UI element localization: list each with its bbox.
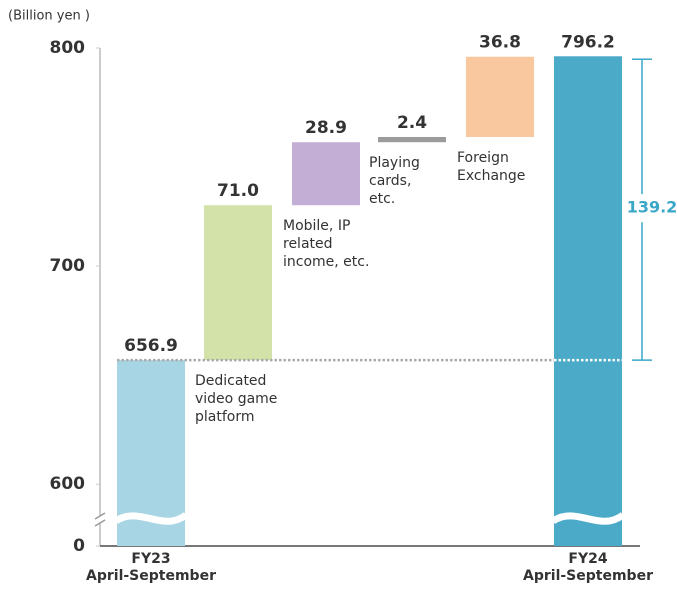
bar	[554, 56, 622, 546]
value-label: 28.9	[305, 118, 347, 138]
bar	[204, 205, 272, 361]
axis-break-mark	[94, 519, 106, 527]
value-label: 796.2	[561, 32, 615, 52]
value-label: 36.8	[479, 33, 521, 53]
y-tick-label: 600	[50, 474, 86, 494]
category-label: Dedicated video game platform	[195, 373, 278, 426]
category-label: Foreign Exchange	[457, 149, 526, 184]
difference-label-bg	[622, 194, 662, 223]
category-label: FY23 April-September	[86, 551, 216, 584]
axis-break-gap	[94, 516, 106, 523]
category-label: Playing cards, etc.	[369, 155, 420, 208]
axis-break-mark	[94, 512, 106, 520]
value-label: 2.4	[397, 113, 427, 133]
value-label: 656.9	[124, 336, 178, 356]
bar	[378, 136, 446, 143]
bar-break-wave	[114, 512, 189, 525]
category-label: Mobile, IP related income, etc.	[283, 218, 370, 271]
category-label: FY24 April-September	[523, 551, 653, 584]
unit-label: (Billion yen )	[8, 9, 90, 24]
value-label: 71.0	[217, 181, 259, 201]
y-tick-label: 800	[50, 38, 86, 58]
bar-break-wave	[551, 512, 626, 525]
y-tick-label: 700	[50, 256, 86, 276]
bar	[292, 142, 360, 206]
y-tick-label: 0	[73, 536, 85, 556]
difference-label: 139.2	[627, 198, 677, 217]
bar	[466, 56, 534, 137]
